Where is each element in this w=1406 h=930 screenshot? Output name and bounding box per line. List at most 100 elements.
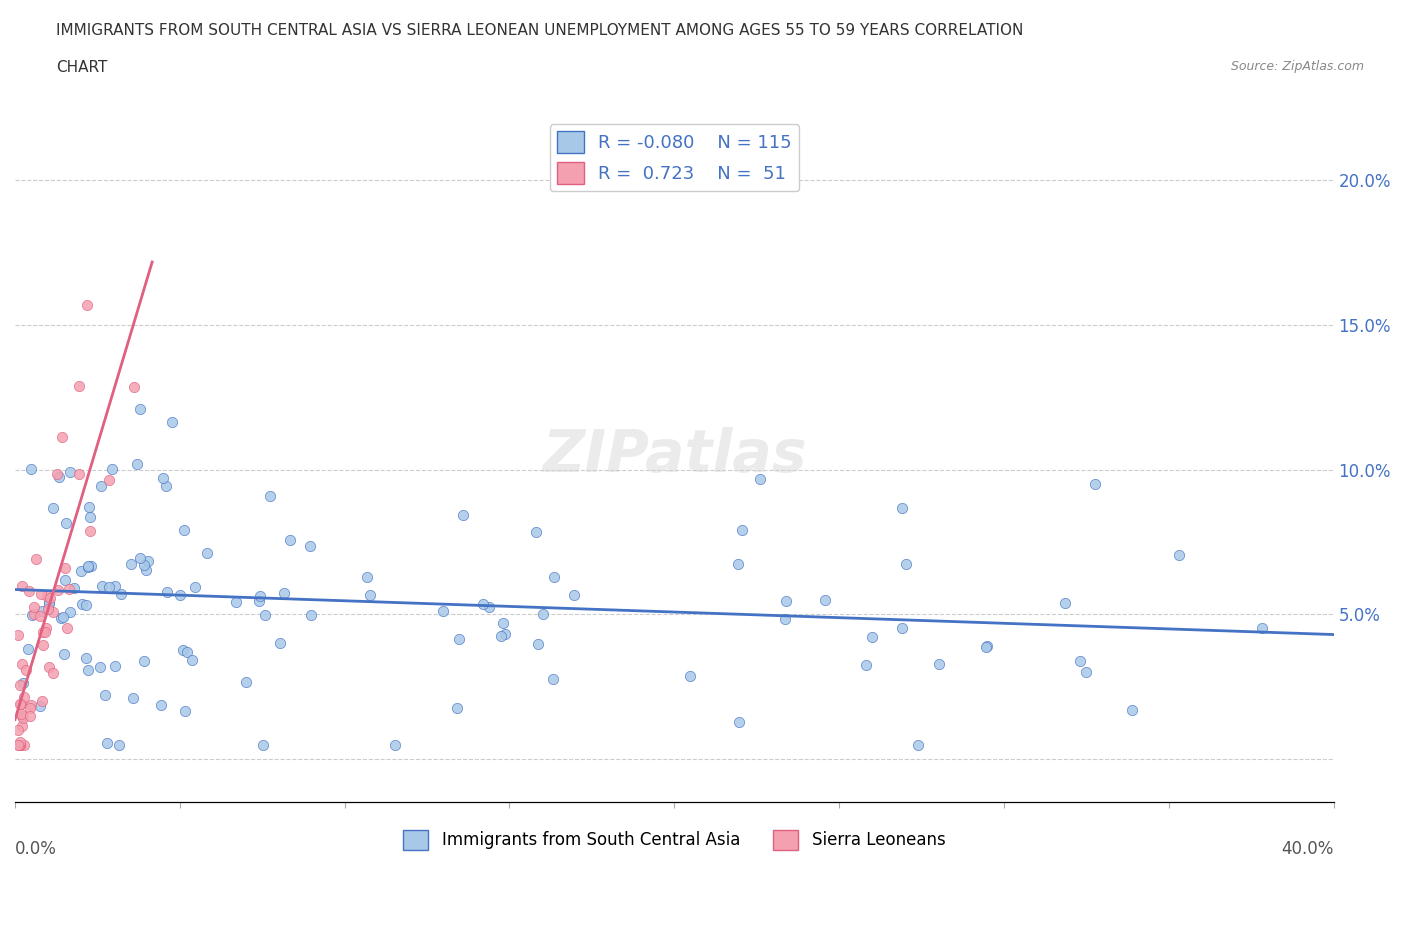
Point — [59, 604, 82, 619]
Point — [77, 559, 100, 574]
Point — [25, 551, 48, 566]
Point — [10, 697, 32, 711]
Point — [129, 551, 152, 565]
Point — [108, 737, 131, 752]
Point — [31, 624, 53, 639]
Point — [891, 501, 914, 516]
Point — [432, 604, 454, 618]
Point — [21, 607, 44, 622]
Point — [907, 737, 929, 752]
Point — [356, 570, 378, 585]
Point — [134, 654, 156, 669]
Point — [13, 689, 35, 704]
Point — [152, 470, 174, 485]
Point — [70, 597, 93, 612]
Point — [173, 523, 195, 538]
Point — [446, 700, 468, 715]
Point — [491, 629, 513, 644]
Point — [8, 697, 31, 711]
Point — [492, 616, 515, 631]
Point — [253, 607, 276, 622]
Point — [278, 532, 301, 547]
Point — [125, 456, 148, 471]
Point — [15, 662, 38, 677]
Point — [121, 691, 143, 706]
Point — [49, 610, 72, 625]
Point — [10, 719, 32, 734]
Point — [7, 628, 30, 643]
Point — [7, 737, 30, 752]
Point — [195, 546, 218, 561]
Point — [855, 658, 877, 672]
Point — [890, 620, 912, 635]
Point — [1053, 595, 1076, 610]
Point — [38, 595, 60, 610]
Point — [928, 657, 950, 671]
Point — [96, 736, 118, 751]
Point — [42, 604, 65, 619]
Point — [22, 600, 45, 615]
Point — [20, 698, 42, 712]
Point — [299, 538, 322, 553]
Point — [80, 559, 103, 574]
Point — [149, 698, 172, 712]
Point — [477, 599, 499, 614]
Point — [13, 737, 35, 752]
Point — [543, 672, 565, 687]
Point — [90, 478, 112, 493]
Point — [67, 379, 90, 394]
Point — [98, 579, 121, 594]
Point — [183, 579, 205, 594]
Point — [172, 643, 194, 658]
Point — [1167, 548, 1189, 563]
Point — [494, 626, 516, 641]
Point — [120, 557, 142, 572]
Point — [93, 688, 115, 703]
Point — [56, 620, 79, 635]
Point — [104, 578, 127, 593]
Point — [135, 563, 157, 578]
Point — [180, 653, 202, 668]
Point — [10, 678, 32, 693]
Point — [38, 660, 60, 675]
Point — [104, 658, 127, 673]
Point — [37, 602, 59, 617]
Point — [160, 415, 183, 430]
Point — [91, 578, 114, 593]
Point — [79, 510, 101, 525]
Point — [30, 608, 52, 623]
Point — [89, 660, 111, 675]
Point — [1074, 665, 1097, 680]
Text: Source: ZipAtlas.com: Source: ZipAtlas.com — [1230, 60, 1364, 73]
Point — [39, 591, 62, 605]
Point — [8, 735, 31, 750]
Point — [20, 462, 42, 477]
Point — [731, 523, 754, 538]
Point — [451, 508, 474, 523]
Point — [471, 597, 494, 612]
Point — [176, 644, 198, 659]
Point — [37, 589, 59, 604]
Point — [8, 737, 31, 752]
Text: IMMIGRANTS FROM SOUTH CENTRAL ASIA VS SIERRA LEONEAN UNEMPLOYMENT AMONG AGES 55 : IMMIGRANTS FROM SOUTH CENTRAL ASIA VS SI… — [56, 23, 1024, 38]
Point — [55, 561, 77, 576]
Point — [727, 557, 749, 572]
Point — [7, 723, 30, 737]
Point — [17, 642, 39, 657]
Point — [122, 379, 145, 394]
Text: 0.0%: 0.0% — [15, 840, 56, 858]
Point — [679, 669, 702, 684]
Point — [79, 524, 101, 538]
Point — [136, 553, 159, 568]
Point — [51, 430, 73, 445]
Point — [132, 557, 155, 572]
Point — [75, 651, 97, 666]
Point — [79, 499, 101, 514]
Text: 40.0%: 40.0% — [1281, 840, 1334, 858]
Point — [52, 610, 75, 625]
Point — [32, 637, 55, 652]
Point — [11, 675, 34, 690]
Point — [156, 585, 179, 600]
Point — [34, 620, 56, 635]
Point — [1084, 476, 1107, 491]
